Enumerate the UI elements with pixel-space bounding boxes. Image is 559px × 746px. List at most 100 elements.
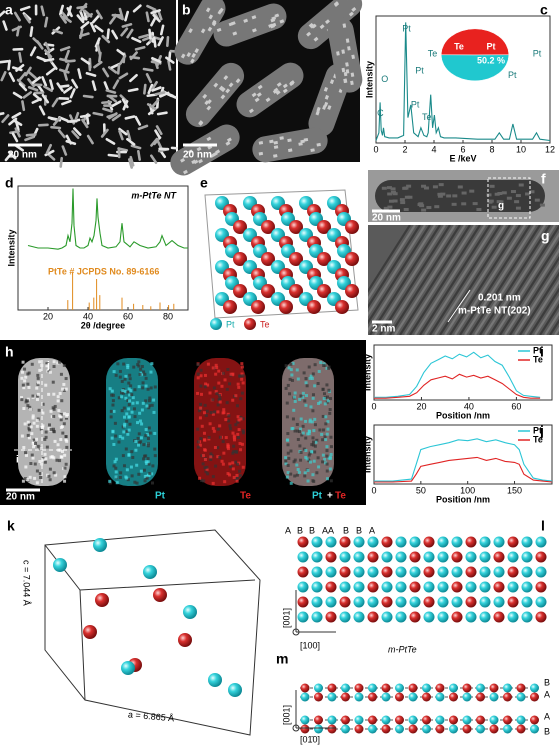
nanorod [138, 33, 149, 39]
texture [218, 85, 224, 91]
atom [93, 538, 107, 552]
nanorod [102, 67, 110, 78]
pixel [235, 473, 239, 477]
pixel [236, 476, 240, 480]
nanorod [25, 133, 37, 137]
nanorod [93, 60, 103, 69]
pixel [198, 416, 202, 420]
pixel [139, 440, 143, 444]
texture [273, 145, 279, 149]
pixel [201, 454, 205, 458]
pixel [222, 408, 226, 412]
pixel [124, 374, 128, 378]
pixel [27, 426, 31, 430]
texture [343, 71, 348, 77]
atom [409, 551, 421, 563]
nanorod [129, 155, 135, 167]
pixel [223, 480, 227, 484]
nanorod [156, 111, 168, 116]
texture [210, 153, 216, 158]
pixel [217, 369, 221, 373]
texture [434, 205, 440, 209]
pixel [199, 368, 203, 372]
pixel [234, 449, 238, 453]
atom [381, 715, 391, 725]
pixel [131, 455, 135, 459]
pixel [126, 363, 130, 367]
texture [386, 186, 392, 190]
texture [510, 190, 516, 194]
nanorod [128, 73, 138, 83]
pixel [133, 415, 137, 419]
pixel [211, 475, 215, 479]
pixel [329, 445, 333, 449]
texture [343, 78, 347, 84]
texture [275, 90, 281, 95]
atom [300, 715, 310, 725]
pixel [221, 371, 225, 375]
atom [449, 692, 458, 702]
pixel [117, 396, 121, 400]
texture [403, 186, 409, 190]
inset-label: g [498, 201, 504, 212]
nanorod [23, 13, 31, 24]
pixel [21, 479, 25, 483]
texture [437, 194, 443, 198]
atom [395, 715, 404, 725]
pixel [152, 410, 156, 414]
nanorod [95, 9, 103, 20]
nanorod [11, 25, 23, 32]
atom [314, 683, 323, 693]
pixel [51, 380, 55, 384]
pixel [308, 420, 312, 424]
pixel [40, 425, 44, 429]
texture [182, 169, 188, 175]
pixel [32, 438, 36, 442]
pixel [33, 462, 37, 466]
pie-category: Te [454, 41, 464, 51]
pixel [311, 473, 315, 477]
pixel [225, 401, 229, 405]
atom [451, 551, 463, 563]
pixel [209, 455, 213, 459]
nanorod [31, 97, 42, 104]
pixel [127, 428, 131, 432]
atom [325, 581, 337, 593]
texture [279, 19, 285, 24]
pixel [241, 417, 245, 421]
pixel [240, 362, 244, 366]
pixel [328, 455, 332, 459]
pixel [59, 455, 63, 459]
pixel [24, 400, 28, 404]
scale-label: 20 nm [183, 150, 212, 161]
atom [341, 724, 350, 734]
pixel [199, 384, 203, 388]
texture [190, 58, 195, 64]
atom [228, 683, 242, 697]
texture [403, 207, 409, 211]
pixel [239, 448, 243, 452]
pixel [120, 391, 124, 395]
nanorod [145, 73, 153, 84]
atom [327, 724, 337, 734]
pixel [323, 392, 327, 396]
peak-label: Pt [533, 49, 542, 59]
x-tick-label: 40 [464, 401, 474, 411]
pixel [47, 427, 51, 431]
atom [422, 683, 431, 693]
atom [311, 551, 323, 563]
pixel [38, 472, 42, 476]
atom [311, 611, 323, 623]
lattice-fringe [434, 225, 506, 335]
pixel [232, 450, 236, 454]
nanorod [45, 143, 53, 155]
texture [313, 36, 319, 42]
pixel [313, 423, 317, 427]
panel-label: g [541, 228, 550, 244]
pixel [199, 402, 203, 406]
texture [486, 193, 492, 197]
texture [225, 88, 231, 94]
pixel [313, 444, 317, 448]
pixel [64, 377, 68, 381]
nanorod [147, 83, 154, 95]
